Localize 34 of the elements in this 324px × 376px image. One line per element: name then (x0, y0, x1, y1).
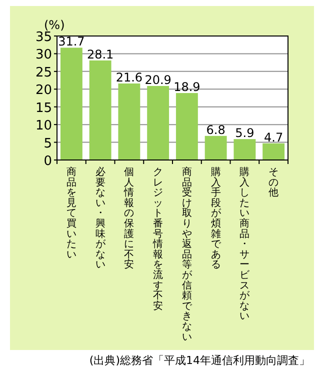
bar (89, 60, 112, 160)
bar (234, 139, 256, 160)
y-tick-label: 20 (35, 83, 52, 98)
y-tick-label: 5 (44, 136, 52, 152)
x-tick-label: その他 (268, 167, 279, 199)
category-label: 購入したい商品・サービスがない (240, 167, 250, 322)
bar (147, 86, 170, 160)
bar (118, 83, 140, 160)
y-tick-label: 15 (35, 100, 52, 116)
data-label: 6.8 (206, 122, 226, 137)
data-label: 4.7 (264, 130, 284, 144)
y-tick-label: 25 (35, 65, 52, 80)
bar (262, 143, 285, 160)
y-tick-label: 35 (35, 30, 52, 45)
y-tick-label: 10 (35, 118, 52, 134)
category-label: 個人情報の保護に不安 (124, 167, 134, 271)
bar (204, 136, 227, 160)
category-label: 商品を見て買いたい (66, 167, 76, 260)
data-label: 5.9 (235, 126, 254, 140)
y-tick-label: 0 (44, 154, 52, 169)
bar (60, 48, 82, 160)
category-label: 必要ない・興味がない (95, 167, 106, 271)
y-axis-title: (%) (44, 18, 65, 32)
category-label: クレジット番号情報を流す不安 (153, 167, 164, 312)
category-label: 商品受け取りや返品等が信頼できない (182, 167, 192, 343)
y-tick-label: 30 (35, 48, 52, 63)
data-label: 21.6 (116, 70, 143, 84)
bar (176, 93, 198, 160)
data-label: 20.9 (144, 72, 172, 87)
text: (出典)総務省「平成14年通信利用動向調査」 (89, 354, 310, 367)
category-label: 購入手段が煩雑である (210, 167, 221, 271)
data-label: 28.1 (86, 47, 114, 62)
data-label: 18.9 (174, 80, 200, 94)
data-label: 31.7 (58, 34, 85, 49)
